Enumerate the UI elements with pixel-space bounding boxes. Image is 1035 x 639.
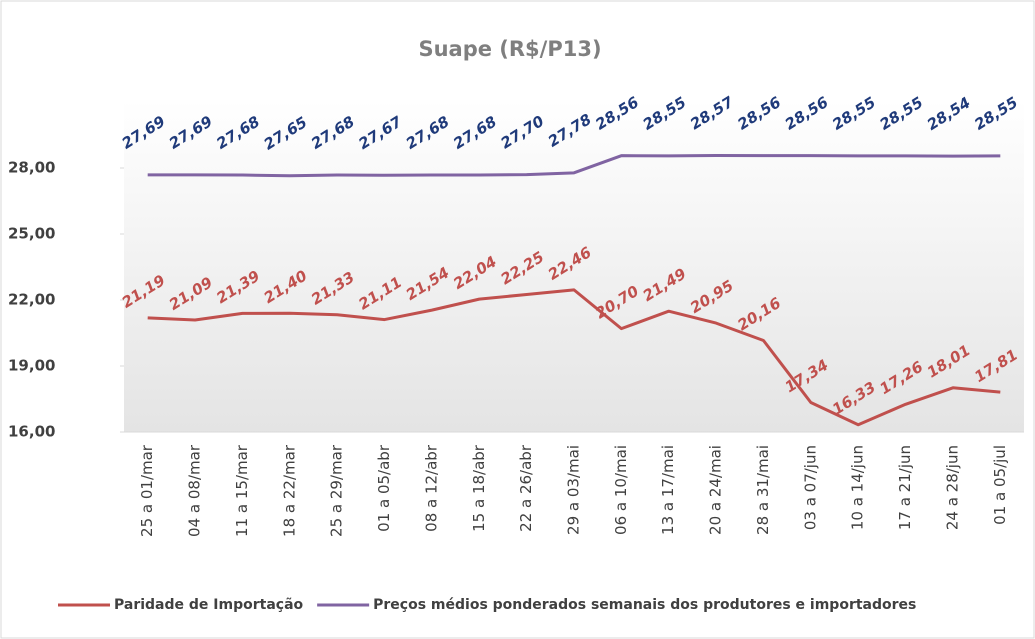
x-tick-label: 03 a 07/jun: [801, 445, 819, 530]
series-line: [147, 288, 1001, 427]
x-tick-label: 24 a 28/jun: [943, 445, 961, 530]
x-tick-label: 29 a 03/mai: [565, 445, 583, 535]
x-tick-label: 28 a 31/mai: [754, 445, 772, 535]
x-tick-label: 25 a 29/mar: [328, 444, 346, 537]
x-tick-label: 01 a 05/jul: [991, 445, 1009, 525]
x-tick-label: 10 a 14/jun: [849, 445, 867, 530]
y-tick-label: 25,00: [8, 225, 55, 243]
y-tick-label: 19,00: [8, 357, 55, 375]
x-tick-label: 01 a 05/abr: [375, 444, 393, 532]
x-tick-label: 08 a 12/abr: [422, 444, 440, 532]
x-tick-label: 11 a 15/mar: [233, 444, 251, 537]
x-tick-label: 18 a 22/mar: [280, 444, 298, 537]
x-tick-label: 06 a 10/mai: [612, 445, 630, 535]
y-tick-label: 22,00: [8, 291, 55, 309]
y-tick-label: 16,00: [8, 423, 55, 441]
chart-title: Suape (R$/P13): [418, 37, 601, 61]
x-tick-label: 17 a 21/jun: [896, 445, 914, 530]
x-tick-label: 13 a 17/mai: [659, 445, 677, 535]
x-tick-label: 20 a 24/mai: [707, 445, 725, 535]
x-tick-label: 25 a 01/mar: [138, 444, 156, 537]
x-tick-label: 22 a 26/abr: [517, 444, 535, 532]
x-tick-label: 04 a 08/mar: [186, 444, 204, 537]
legend-label: Preços médios ponderados semanais dos pr…: [373, 597, 916, 613]
y-tick-label: 28,00: [8, 159, 55, 177]
series-line: [147, 153, 1001, 178]
x-tick-label: 15 a 18/abr: [470, 444, 488, 532]
legend-label: Paridade de Importação: [114, 597, 304, 613]
